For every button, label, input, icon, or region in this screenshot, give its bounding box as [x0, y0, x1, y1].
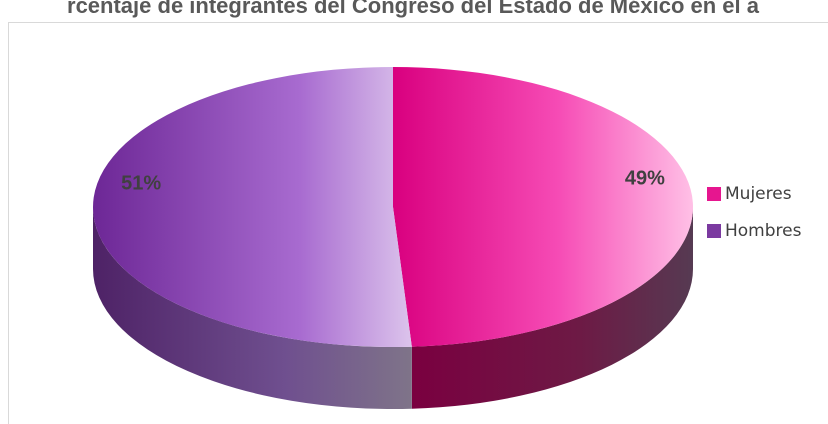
- legend-swatch-hombres: [707, 224, 721, 238]
- legend-label-mujeres: Mujeres: [725, 184, 792, 204]
- legend-item-hombres: Hombres: [707, 220, 801, 242]
- legend-item-mujeres: Mujeres: [707, 183, 801, 205]
- legend-label-hombres: Hombres: [725, 221, 802, 241]
- legend-swatch-mujeres: [707, 187, 721, 201]
- pie-side-hombres: [93, 207, 412, 409]
- data-label-hombres: 51%: [121, 172, 161, 194]
- pie-slice-hombres: [93, 67, 412, 347]
- pie-slice-mujeres: [393, 67, 694, 347]
- pie-side-mujeres: [411, 207, 693, 409]
- legend: Mujeres Hombres: [707, 183, 801, 257]
- data-label-mujeres: 49%: [625, 168, 665, 190]
- chart-title: rcentaje de integrantes del Congreso del…: [67, 0, 759, 18]
